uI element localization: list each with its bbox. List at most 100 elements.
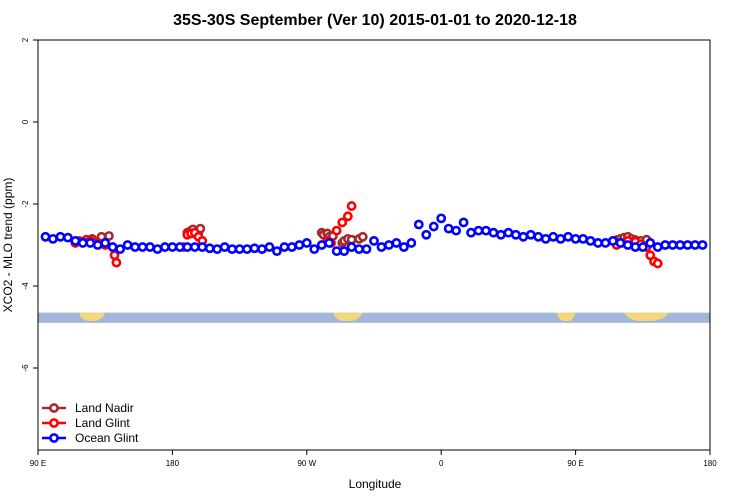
data-point: [466, 227, 476, 238]
y-tick-label: 0: [21, 119, 30, 124]
data-point: [357, 231, 368, 242]
data-point: [294, 240, 305, 250]
data-point: [533, 231, 544, 242]
land-ocean-strip: [38, 312, 710, 323]
data-point: [555, 233, 566, 244]
data-point: [204, 243, 215, 254]
series-ocean-glint: [40, 213, 708, 257]
data-point: [62, 232, 73, 243]
data-point: [346, 201, 357, 211]
data-point: [451, 225, 462, 236]
data-point: [510, 229, 521, 240]
data-point: [660, 240, 671, 250]
data-point: [272, 246, 282, 257]
data-point: [548, 231, 559, 242]
legend-label: Land Nadir: [75, 401, 134, 415]
data-point: [115, 244, 126, 254]
data-point: [473, 225, 484, 236]
data-point: [264, 242, 275, 252]
data-point: [92, 240, 103, 250]
data-point: [257, 244, 267, 254]
data-point: [436, 213, 447, 224]
data-point: [70, 235, 81, 246]
data-point: [152, 244, 163, 254]
data-point: [682, 240, 693, 250]
data-point: [279, 242, 290, 252]
y-axis: 2 0 -2 -4 -6: [21, 37, 38, 372]
data-point: [189, 242, 200, 252]
chart-title: 35S-30S September (Ver 10) 2015-01-01 to…: [173, 12, 577, 29]
data-point: [481, 225, 491, 236]
x-tick-label: 90 E: [567, 459, 583, 468]
data-point: [615, 238, 626, 248]
data-point: [182, 242, 193, 252]
plot-frame: [37, 39, 711, 451]
data-point: [234, 244, 245, 254]
data-point: [585, 235, 596, 246]
x-tick-label: 180: [166, 459, 180, 468]
data-point: [570, 233, 581, 244]
data-point: [174, 242, 185, 252]
x-tick-label: 90 W: [297, 459, 316, 468]
data-point: [600, 238, 611, 248]
data-point: [48, 233, 58, 244]
data-point: [593, 238, 603, 248]
legend-label: Ocean Glint: [75, 431, 139, 445]
data-point: [331, 246, 342, 257]
data-point: [413, 219, 424, 230]
data-point: [104, 231, 114, 241]
data-point: [503, 227, 514, 238]
data-point: [301, 238, 312, 248]
data-point: [652, 258, 663, 269]
legend-marker: [49, 433, 59, 443]
legend-label: Land Glint: [75, 416, 130, 430]
data-point: [145, 242, 155, 252]
data-point: [130, 242, 140, 252]
data-point: [249, 243, 260, 254]
data-point: [563, 231, 574, 242]
data-point: [167, 242, 178, 252]
data-point: [488, 227, 499, 238]
land-region: [332, 312, 363, 321]
x-axis-label: Longitude: [349, 477, 402, 491]
data-point: [107, 242, 118, 252]
data-point: [637, 242, 648, 252]
data-point: [219, 242, 230, 252]
data-point: [630, 242, 641, 252]
data-point: [242, 244, 252, 254]
data-point: [227, 244, 238, 254]
data-point: [652, 242, 663, 252]
data-point: [518, 231, 529, 242]
data-point: [354, 244, 364, 254]
y-axis-label: XCO2 - MLO trend (ppm): [1, 178, 15, 313]
x-tick-label: 0: [439, 459, 444, 468]
data-point: [428, 221, 439, 232]
data-point: [578, 233, 588, 244]
data-point: [675, 240, 686, 250]
x-tick-label: 180: [703, 459, 717, 468]
data-point: [122, 240, 133, 250]
data-point: [608, 235, 618, 246]
data-point: [406, 238, 417, 248]
data-point: [324, 238, 335, 248]
data-point: [286, 242, 297, 252]
data-point: [667, 240, 678, 250]
y-tick-label: 2: [21, 37, 30, 42]
y-tick-label: -4: [21, 282, 30, 290]
data-point: [160, 242, 170, 252]
data-point: [342, 211, 353, 222]
data-point: [337, 217, 348, 228]
legend-marker: [49, 403, 59, 413]
data-point: [540, 233, 551, 244]
data-point: [212, 244, 223, 254]
land-region: [79, 312, 106, 321]
data-point: [645, 238, 656, 248]
data-point: [384, 240, 394, 250]
data-point: [55, 231, 66, 242]
x-tick-label: 90 E: [30, 459, 46, 468]
data-point: [100, 238, 111, 248]
data-point: [309, 244, 320, 254]
y-tick-label: -6: [21, 364, 30, 372]
data-point: [316, 240, 327, 250]
data-point: [376, 242, 387, 252]
